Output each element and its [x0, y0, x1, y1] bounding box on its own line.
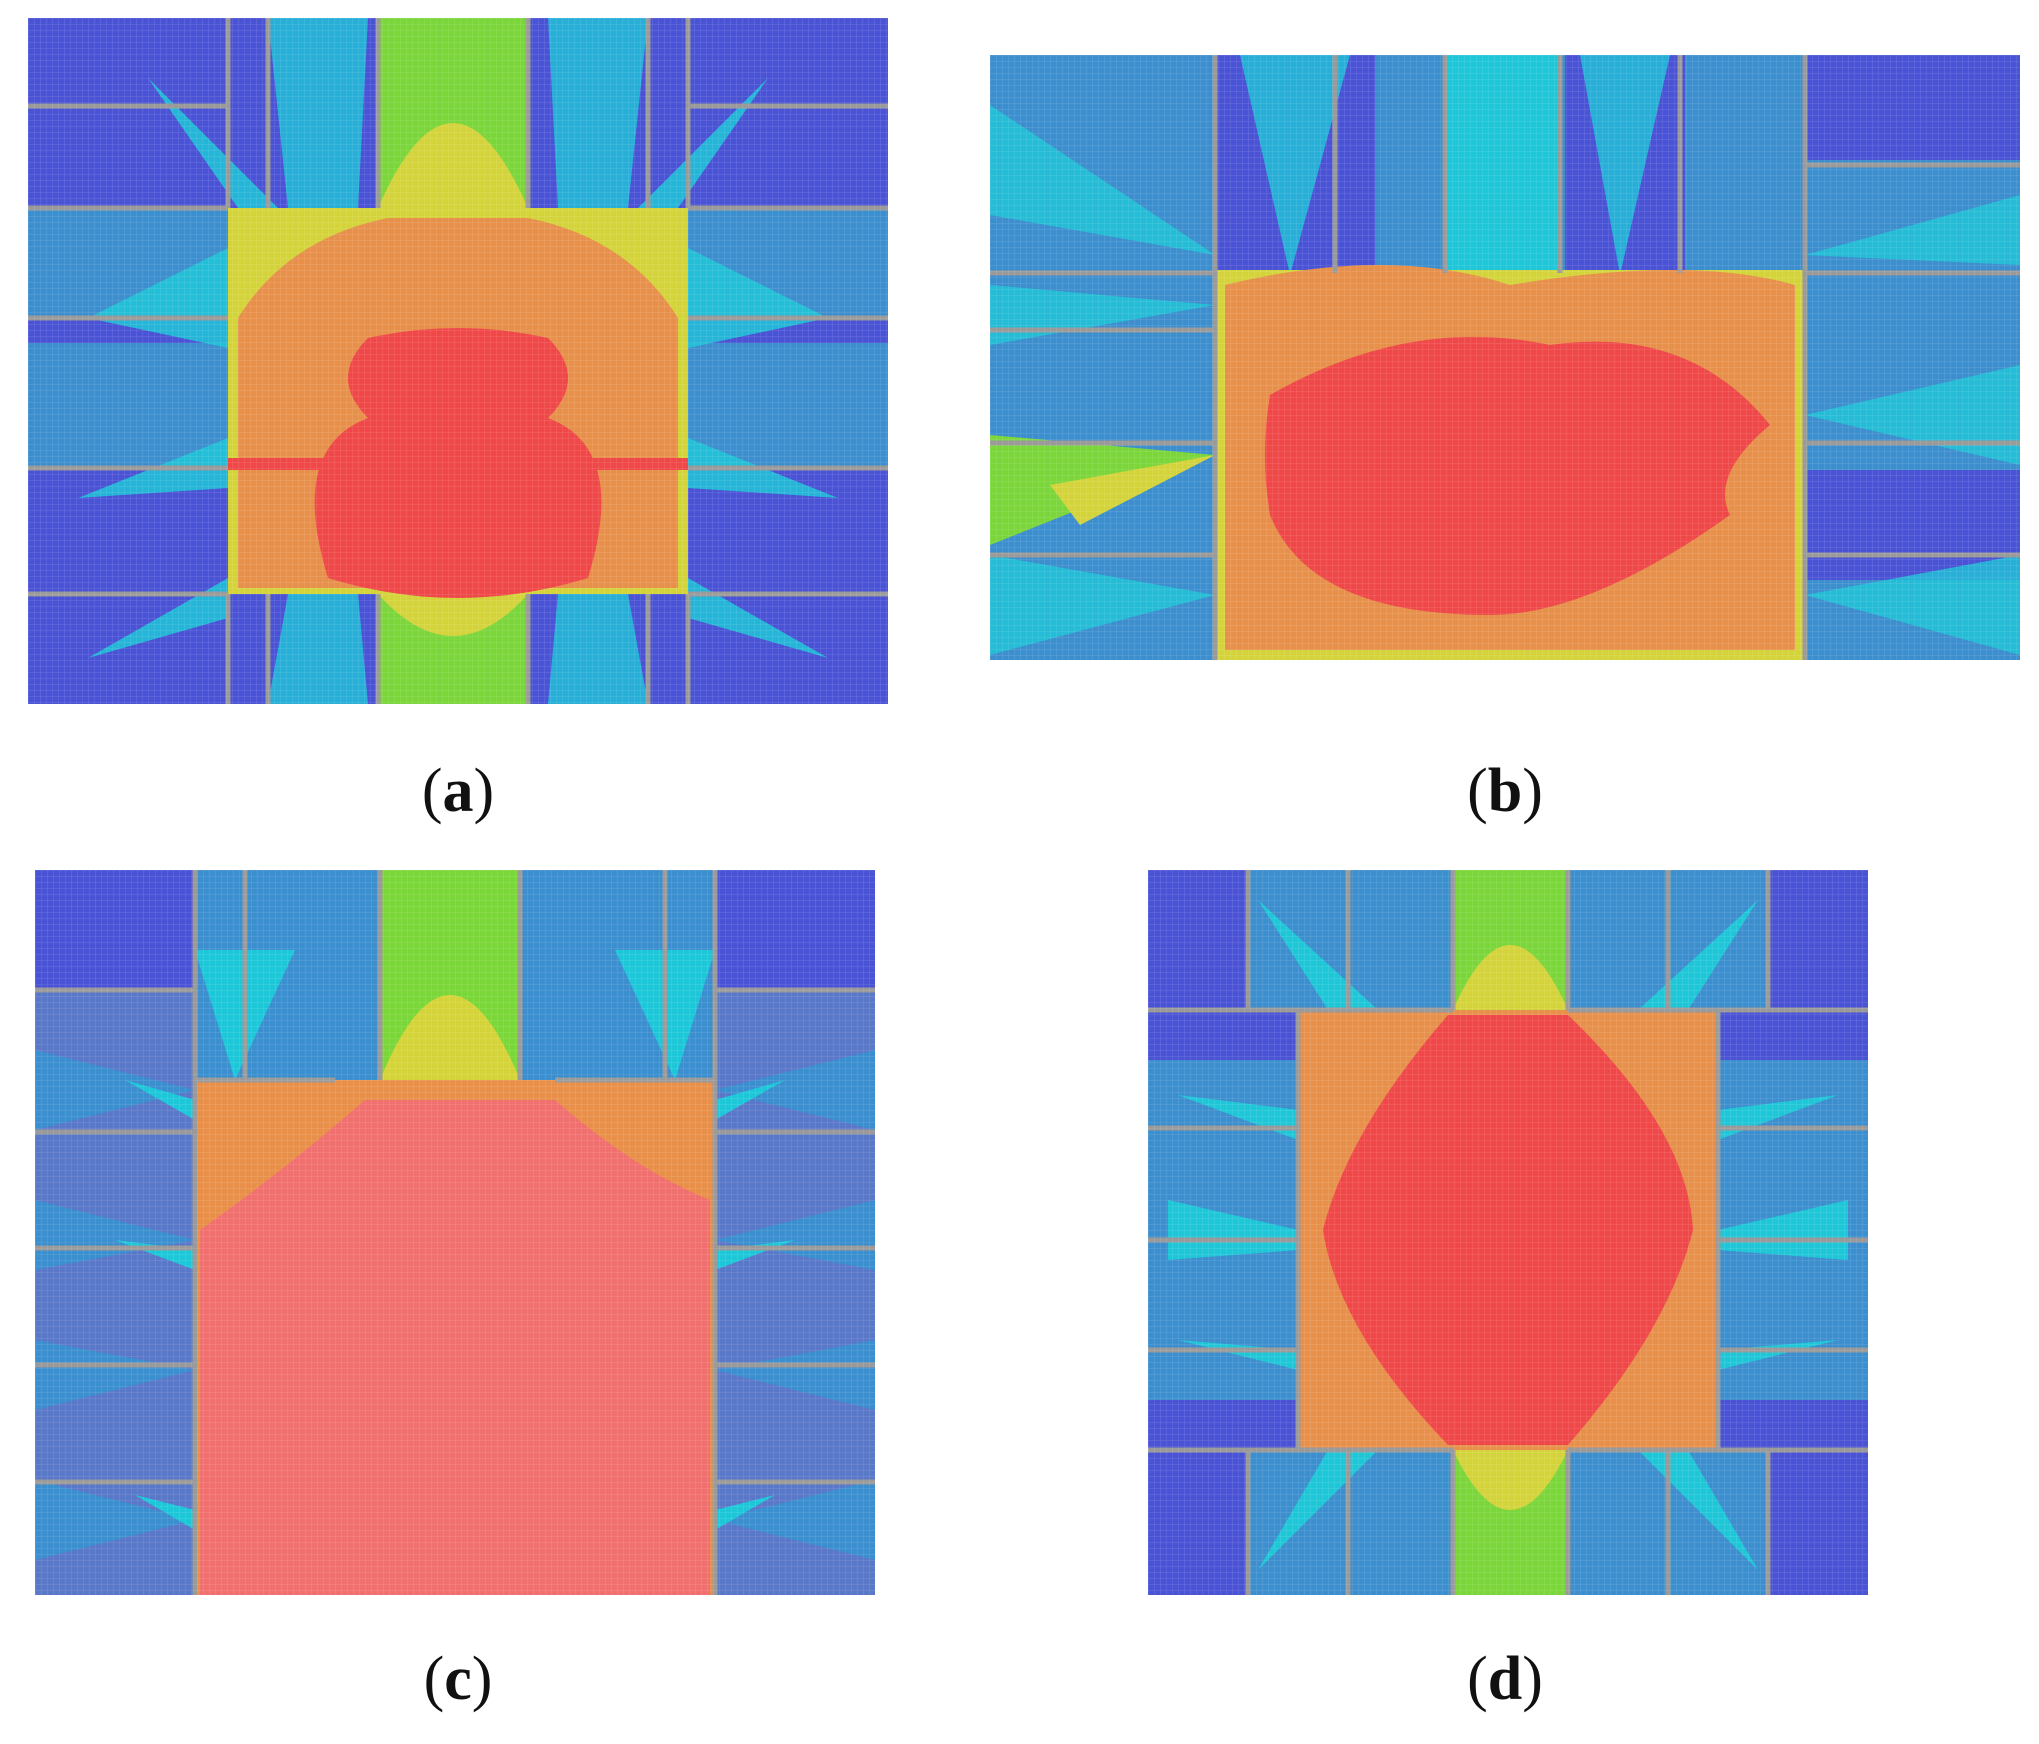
panel-b-heatmap	[990, 55, 2020, 660]
caption-b: (b)	[1467, 757, 1543, 825]
caption-a-letter: a	[442, 757, 474, 825]
caption-b-letter: b	[1487, 757, 1523, 825]
caption-a: (a)	[421, 757, 495, 825]
caption-c-letter: c	[444, 1645, 472, 1713]
caption-d: (d)	[1467, 1645, 1543, 1713]
panel-d-heatmap	[1148, 870, 1868, 1595]
panel-a-heatmap	[28, 18, 888, 704]
caption-c: (c)	[423, 1645, 493, 1713]
panel-c-heatmap	[35, 870, 875, 1595]
caption-d-letter: d	[1487, 1645, 1523, 1713]
